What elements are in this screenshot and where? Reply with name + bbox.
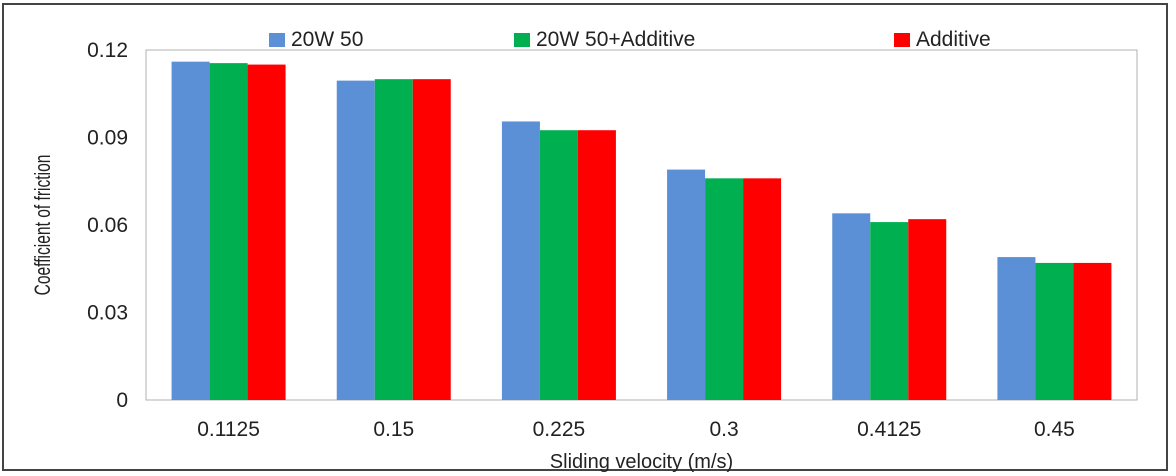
bar <box>667 169 706 400</box>
bar <box>209 63 248 400</box>
bar <box>336 80 375 400</box>
y-tick-label: 0.12 <box>87 39 128 62</box>
bar <box>1073 262 1112 400</box>
chart-svg: 0 0.03 0.06 0.09 0.12 0.1125 0.15 0.225 0.3 0.41… <box>32 28 1138 473</box>
bar <box>870 222 909 400</box>
y-tick-label: 0.06 <box>87 214 128 237</box>
bar <box>501 121 540 400</box>
bars <box>171 61 1112 401</box>
x-tick-label: 0.45 <box>1034 418 1075 441</box>
legend-entry: 20W 50 <box>291 28 363 51</box>
x-tick-label: 0.1125 <box>197 418 260 441</box>
x-tick-label: 0.15 <box>373 418 414 441</box>
x-tick-label: 0.225 <box>533 418 586 441</box>
bar <box>577 130 616 400</box>
legend-swatch <box>269 33 285 47</box>
y-tick-label: 0.09 <box>87 127 128 150</box>
y-axis-label: Coefficient of friction <box>32 155 56 296</box>
bar <box>412 79 451 401</box>
bar <box>539 130 578 400</box>
y-axis-ticks: 0 0.03 0.06 0.09 0.12 <box>87 39 128 412</box>
plot-area: 0 0.03 0.06 0.09 0.12 0.1125 0.15 0.225 0.3 0.41… <box>87 39 1138 441</box>
legend: 20W 50 20W 50+Additive Additive <box>269 28 991 51</box>
chart-frame: 0 0.03 0.06 0.09 0.12 0.1125 0.15 0.225 0.3 0.41… <box>2 3 1168 473</box>
legend-entry: 20W 50+Additive <box>536 28 695 51</box>
bar <box>743 178 782 400</box>
x-axis-ticks: 0.1125 0.15 0.225 0.3 0.4125 0.45 <box>197 418 1075 441</box>
x-axis-label: Sliding velocity (m/s) <box>550 451 733 473</box>
y-tick-label: 0 <box>116 389 128 412</box>
bar <box>247 64 286 401</box>
bar <box>997 257 1036 400</box>
legend-swatch <box>894 33 910 47</box>
bar <box>832 213 871 400</box>
legend-entry: Additive <box>916 28 991 51</box>
bar <box>374 79 413 401</box>
x-tick-label: 0.3 <box>709 418 738 441</box>
legend-swatch <box>514 33 530 47</box>
bar <box>1035 262 1074 400</box>
y-tick-label: 0.03 <box>87 302 128 325</box>
plot-border <box>145 49 1138 401</box>
bar <box>908 219 947 400</box>
bar <box>705 178 744 400</box>
x-tick-label: 0.4125 <box>857 418 921 441</box>
bar <box>171 61 210 401</box>
